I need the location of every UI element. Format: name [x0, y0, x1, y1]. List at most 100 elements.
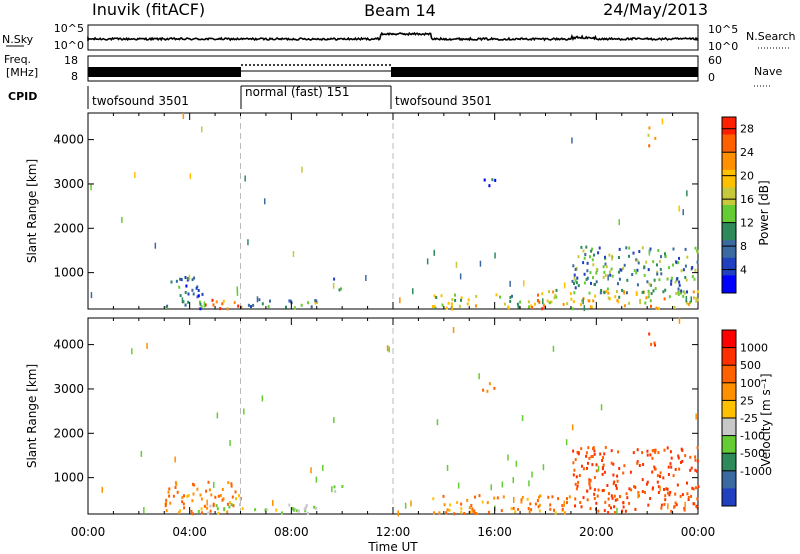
data-cell: [494, 178, 497, 182]
data-cell: [471, 509, 474, 513]
data-cell: [647, 268, 650, 272]
data-cell: [605, 290, 608, 293]
data-cell: [586, 261, 589, 265]
data-cell: [175, 482, 178, 486]
data-cell: [530, 508, 533, 512]
data-cell: [451, 304, 453, 311]
colorbar-swatch: [722, 257, 736, 276]
data-cell: [631, 273, 634, 276]
data-cell: [467, 298, 470, 302]
colorbar-tick-label: 16: [740, 193, 754, 206]
data-cell: [646, 280, 649, 284]
velocity-colorbar: 1000 500 100 25 -25 -100 -500 -1000: [721, 329, 772, 507]
data-cell: [574, 279, 577, 283]
data-cell: [659, 485, 661, 492]
data-cell: [566, 501, 568, 505]
data-cell: [607, 296, 610, 300]
data-cell: [199, 307, 202, 311]
data-cell: [636, 283, 639, 287]
colorbar-tick-label: 1000: [740, 342, 768, 355]
data-cell: [541, 307, 544, 311]
data-cell: [571, 279, 574, 283]
time-tick-label: 08:00: [274, 525, 309, 539]
power-y-ticks: 1000 2000 3000 4000: [53, 133, 698, 280]
data-cell: [166, 304, 169, 308]
data-cell: [652, 486, 654, 490]
colorbar-swatch: [722, 400, 736, 419]
data-cell: [588, 291, 591, 295]
data-cell: [593, 452, 596, 456]
data-cell: [691, 266, 694, 269]
data-cell: [584, 253, 587, 256]
data-cell: [637, 492, 639, 499]
data-cell: [599, 291, 602, 295]
colorbar-swatch: [722, 152, 736, 171]
data-cell: [241, 507, 244, 511]
data-cell: [186, 278, 189, 282]
data-cell: [664, 494, 667, 498]
data-cell: [628, 301, 631, 305]
data-cell: [537, 293, 539, 297]
data-cell: [537, 299, 539, 302]
data-cell: [192, 492, 195, 496]
colorbar-tick-label: -100: [740, 430, 765, 443]
data-cell: [588, 456, 591, 460]
data-cell: [228, 501, 231, 504]
data-cell: [486, 501, 489, 505]
data-cell: [131, 348, 133, 355]
data-cell: [221, 498, 224, 502]
data-cell: [651, 456, 654, 460]
data-cell: [182, 113, 185, 119]
data-cell: [458, 304, 461, 308]
data-cell: [677, 456, 680, 460]
data-cell: [654, 287, 657, 291]
data-cell: [552, 345, 555, 352]
data-cell: [618, 467, 621, 470]
data-cell: [200, 511, 203, 515]
data-cell: [682, 294, 685, 298]
data-cell: [683, 506, 686, 510]
data-cell: [234, 490, 237, 494]
colorbar-tick-label: 24: [740, 146, 754, 159]
data-cell: [593, 283, 596, 287]
data-cell: [615, 484, 617, 488]
data-cell: [576, 276, 579, 280]
time-tick-label: 20:00: [579, 525, 614, 539]
data-cell: [602, 463, 605, 467]
data-cell: [589, 507, 592, 511]
colorbar-swatch: [722, 222, 736, 241]
nsky-trace: [87, 31, 699, 42]
data-cell: [636, 448, 639, 452]
data-cell: [573, 468, 576, 472]
data-cell: [179, 294, 182, 298]
data-cell: [233, 301, 236, 305]
data-cell: [490, 484, 492, 491]
data-cell: [200, 305, 203, 309]
data-cell: [682, 268, 685, 272]
data-cell: [593, 492, 596, 496]
data-cell: [310, 467, 312, 474]
data-cell: [659, 267, 662, 271]
data-cell: [593, 253, 595, 257]
data-cell: [649, 283, 652, 287]
data-cell: [670, 465, 673, 469]
data-cell: [612, 462, 615, 466]
data-cell: [90, 184, 92, 191]
data-cell: [585, 454, 588, 458]
data-cell: [618, 219, 620, 226]
data-cell: [288, 503, 291, 507]
nsky-tick-top: 10^5: [54, 22, 84, 35]
data-cell: [626, 278, 629, 282]
data-cell: [231, 495, 234, 499]
data-cell: [604, 273, 607, 277]
data-cell: [595, 268, 598, 271]
data-cell: [547, 495, 550, 499]
data-cell: [521, 495, 524, 499]
data-cell: [475, 512, 478, 516]
data-cell: [656, 272, 659, 276]
data-cell: [585, 245, 588, 249]
y-tick-label: 2000: [53, 426, 84, 440]
data-cell: [226, 502, 229, 506]
data-cell: [574, 497, 577, 501]
data-cell: [542, 298, 544, 305]
